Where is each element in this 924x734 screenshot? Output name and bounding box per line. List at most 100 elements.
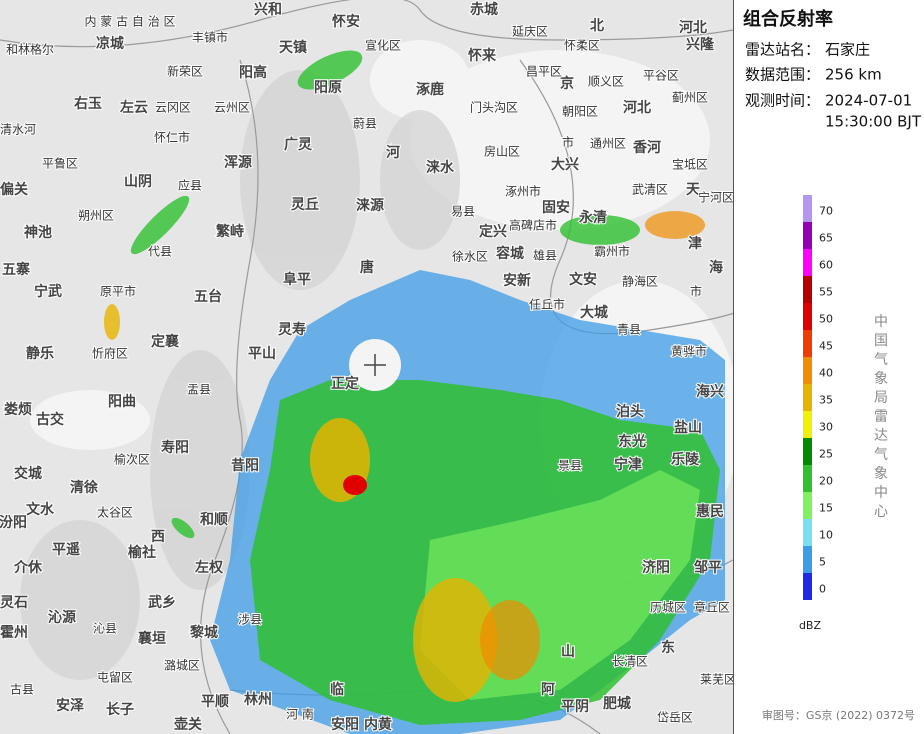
place-label: 安泽 [56,697,84,714]
place-label: 平遥 [52,541,80,558]
place-label: 东光 [618,433,646,450]
place-label: 汾阳 [0,514,27,531]
info-value: 石家庄 [825,41,870,59]
credit: 中国气象局雷达气象中心 [874,314,888,520]
place-label: 屯留区 [97,671,133,685]
place-label: 任丘市 [529,297,565,312]
place-label: 黎城 [190,624,218,641]
place-label: 榆次区 [114,452,150,467]
place-label: 安新 [503,272,531,289]
place-label: 平阴 [561,699,589,715]
place-label: 莱芜区 [700,673,736,687]
place-label: 代县 [148,245,172,259]
legend-swatch [803,330,812,357]
place-label: 怀来 [468,47,497,64]
place-label: 延庆区 [512,25,548,39]
place-label: 西 [151,529,165,545]
place-label: 门头沟区 [470,100,518,115]
info-label: 数据范围： [745,66,820,84]
place-label: 灵石 [0,595,28,611]
place-label: 蔚县 [353,117,377,131]
place-label: 左权 [194,559,224,576]
place-label: 阜平 [283,271,311,288]
radar-site [364,354,386,376]
place-label: 襄垣 [137,630,166,647]
radar-echo [104,50,725,734]
place-label: 沁源 [48,609,76,626]
place-label: 交城 [14,465,42,482]
legend-tick-label: 5 [819,556,826,569]
place-label: 高碑店市 [509,218,557,233]
legend-swatch [803,384,812,411]
place-label: 静海区 [622,274,658,289]
place-label: 章丘区 [694,600,730,615]
place-label: 云冈区 [155,101,191,115]
place-label: 邹平 [693,559,722,576]
place-label: 武清区 [632,183,668,197]
legend-swatch [803,276,812,303]
place-label: 繁峙 [215,223,244,240]
place-label: 凉城 [96,35,124,52]
legend-tick-label: 60 [819,259,833,272]
place-label: 太谷区 [97,505,133,520]
legend-tick-label: 45 [819,340,833,353]
place-label: 灵寿 [278,321,306,338]
place-label: 娄烦 [4,401,32,418]
place-label: 永清 [578,209,607,226]
place-label: 涿州市 [505,184,541,199]
place-label: 壶关 [174,716,202,733]
legend-tick-label: 20 [819,475,833,488]
place-label: 怀柔区 [564,39,600,53]
place-label: 潞城区 [164,658,200,673]
place-label: 左云 [119,99,148,116]
place-label: 景县 [558,459,582,473]
place-label: 右玉 [73,95,102,112]
legend-swatch [803,222,812,249]
place-label: 长清区 [612,655,648,669]
place-label: 应县 [178,178,202,193]
place-label: 宁津 [614,456,642,473]
place-label: 忻府区 [92,346,128,361]
place-label: 海兴 [696,383,724,400]
legend-tick-label: 30 [819,421,833,434]
place-label: 寿阳 [161,439,189,456]
review-number: 审图号：GS京 (2022) 0372号 [762,708,915,722]
place-label: 京 [560,75,574,92]
place-label: 河北 [623,99,651,116]
place-label: 介休 [13,559,43,576]
place-label: 大兴 [551,156,579,173]
place-label: 五寨 [2,261,31,278]
place-label: 盐山 [674,419,702,436]
place-label: 云州区 [214,101,250,115]
place-label: 房山区 [484,144,520,159]
legend-swatch [803,438,812,465]
place-label: 原平市 [100,284,136,299]
place-label: 清徐 [70,479,98,496]
place-label: 和顺 [200,512,228,528]
place-label: 阳原 [314,80,342,96]
place-label: 宝坻区 [672,157,708,172]
place-label: 河 南 [286,707,314,722]
place-label: 市 [690,284,702,299]
place-label: 泊头 [616,403,644,420]
place-label: 雄县 [533,248,557,263]
place-label: 北 [590,18,604,34]
info-value: 2024-07-01 [825,92,912,110]
place-label: 平山 [248,346,276,362]
place-label: 定襄 [151,333,180,350]
place-label: 容城 [495,245,524,262]
place-label: 惠民 [696,503,724,520]
legend-swatch [803,303,812,330]
place-label: 霸州市 [594,244,630,259]
place-label: 内黄 [364,716,392,733]
place-label: 新荣区 [167,64,203,79]
place-label: 涞水 [426,159,455,176]
legend-swatch [803,573,812,600]
legend-swatch [803,411,812,438]
info-label: 雷达站名： [745,41,820,59]
place-label: 通州区 [590,137,626,151]
place-label: 黄骅市 [671,344,707,359]
place-label: 香河 [632,139,661,156]
place-label: 济阳 [642,559,670,576]
